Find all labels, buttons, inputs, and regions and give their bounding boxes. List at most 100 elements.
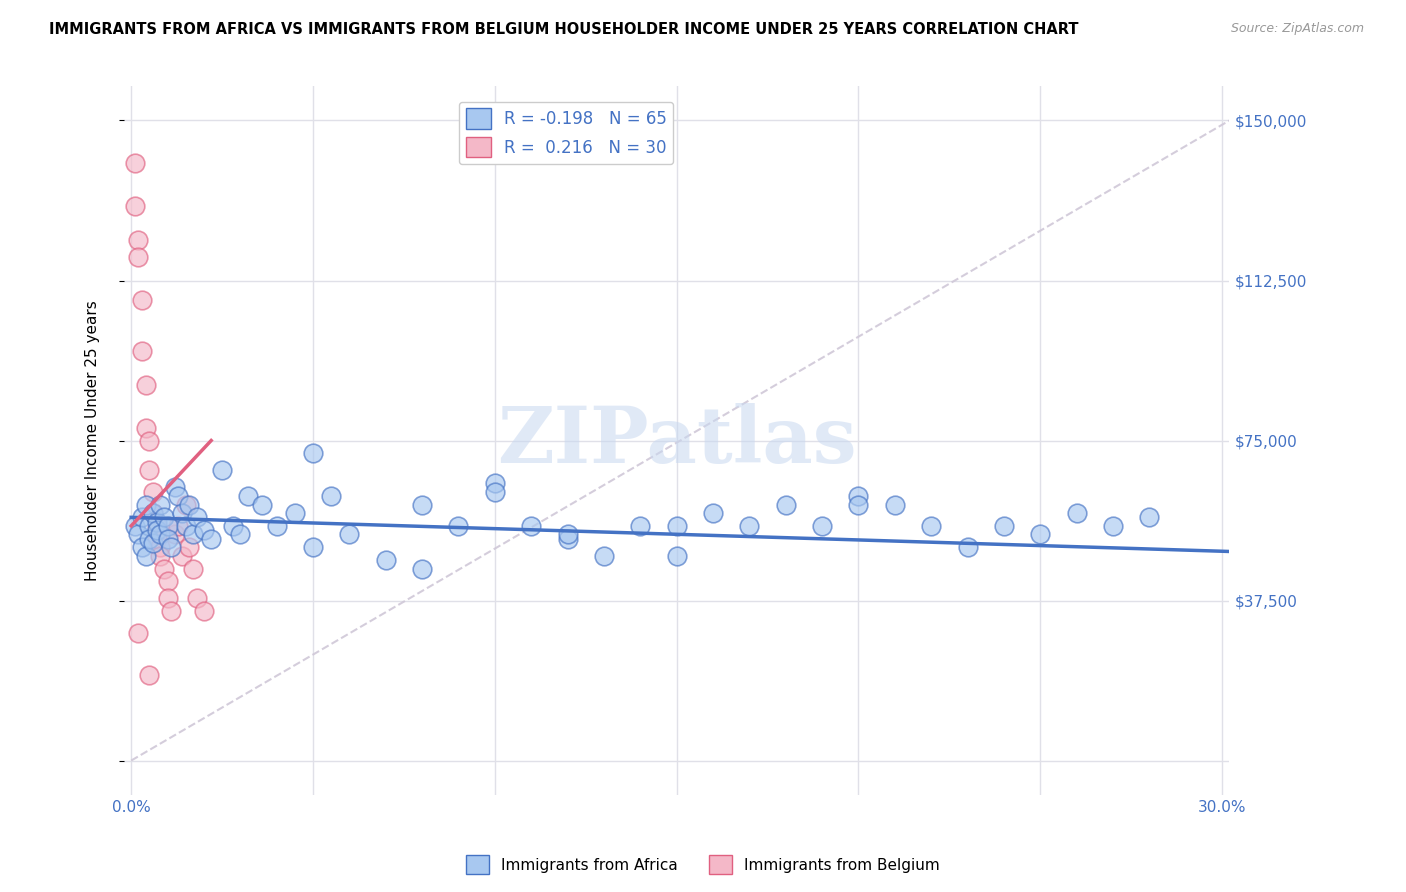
Point <box>149 527 172 541</box>
Point <box>127 527 149 541</box>
Point <box>145 515 167 529</box>
Y-axis label: Householder Income Under 25 years: Householder Income Under 25 years <box>86 300 100 581</box>
Point <box>411 561 433 575</box>
Point <box>124 156 146 170</box>
Point <box>124 199 146 213</box>
Point <box>811 519 834 533</box>
Point <box>738 519 761 533</box>
Point <box>993 519 1015 533</box>
Text: Source: ZipAtlas.com: Source: ZipAtlas.com <box>1230 22 1364 36</box>
Point <box>557 527 579 541</box>
Point <box>321 489 343 503</box>
Text: ZIPatlas: ZIPatlas <box>496 402 856 478</box>
Point <box>127 625 149 640</box>
Point <box>200 532 222 546</box>
Point <box>920 519 942 533</box>
Point <box>138 668 160 682</box>
Point <box>848 489 870 503</box>
Point <box>628 519 651 533</box>
Point <box>145 519 167 533</box>
Point <box>374 553 396 567</box>
Point <box>149 498 172 512</box>
Point <box>138 532 160 546</box>
Point <box>142 484 165 499</box>
Point <box>266 519 288 533</box>
Point <box>145 532 167 546</box>
Point <box>156 591 179 606</box>
Point <box>484 484 506 499</box>
Point <box>229 527 252 541</box>
Point <box>447 519 470 533</box>
Point <box>149 540 172 554</box>
Point <box>135 421 157 435</box>
Point <box>593 549 616 563</box>
Point <box>775 498 797 512</box>
Legend: R = -0.198   N = 65, R =  0.216   N = 30: R = -0.198 N = 65, R = 0.216 N = 30 <box>458 102 673 164</box>
Point <box>131 540 153 554</box>
Point <box>193 604 215 618</box>
Point <box>124 519 146 533</box>
Point <box>1137 510 1160 524</box>
Point <box>135 378 157 392</box>
Point <box>172 549 194 563</box>
Point <box>236 489 259 503</box>
Point <box>557 532 579 546</box>
Point <box>160 540 183 554</box>
Point <box>302 446 325 460</box>
Point <box>167 519 190 533</box>
Point <box>520 519 543 533</box>
Point <box>956 540 979 554</box>
Point <box>411 498 433 512</box>
Point <box>883 498 905 512</box>
Point <box>302 540 325 554</box>
Point <box>211 463 233 477</box>
Point <box>172 506 194 520</box>
Point <box>702 506 724 520</box>
Point <box>138 434 160 448</box>
Point <box>179 498 201 512</box>
Point <box>142 506 165 520</box>
Text: IMMIGRANTS FROM AFRICA VS IMMIGRANTS FROM BELGIUM HOUSEHOLDER INCOME UNDER 25 YE: IMMIGRANTS FROM AFRICA VS IMMIGRANTS FRO… <box>49 22 1078 37</box>
Point <box>131 343 153 358</box>
Point <box>138 519 160 533</box>
Point <box>174 498 197 512</box>
Point <box>665 519 688 533</box>
Point <box>145 523 167 537</box>
Point <box>174 519 197 533</box>
Point <box>284 506 307 520</box>
Point <box>193 523 215 537</box>
Point <box>1102 519 1125 533</box>
Point <box>127 250 149 264</box>
Legend: Immigrants from Africa, Immigrants from Belgium: Immigrants from Africa, Immigrants from … <box>460 849 946 880</box>
Point <box>181 527 204 541</box>
Point <box>250 498 273 512</box>
Point <box>156 574 179 589</box>
Point <box>848 498 870 512</box>
Point <box>131 293 153 307</box>
Point <box>127 233 149 247</box>
Point <box>138 463 160 477</box>
Point <box>163 527 186 541</box>
Point <box>484 476 506 491</box>
Point <box>1066 506 1088 520</box>
Point <box>337 527 360 541</box>
Point <box>135 498 157 512</box>
Point <box>142 536 165 550</box>
Point <box>156 519 179 533</box>
Point <box>153 510 176 524</box>
Point <box>156 532 179 546</box>
Point <box>186 591 208 606</box>
Point <box>149 549 172 563</box>
Point <box>153 561 176 575</box>
Point <box>135 549 157 563</box>
Point <box>179 540 201 554</box>
Point <box>181 561 204 575</box>
Point <box>1029 527 1052 541</box>
Point <box>142 506 165 520</box>
Point <box>163 480 186 494</box>
Point <box>186 510 208 524</box>
Point <box>222 519 245 533</box>
Point <box>160 604 183 618</box>
Point <box>665 549 688 563</box>
Point <box>167 489 190 503</box>
